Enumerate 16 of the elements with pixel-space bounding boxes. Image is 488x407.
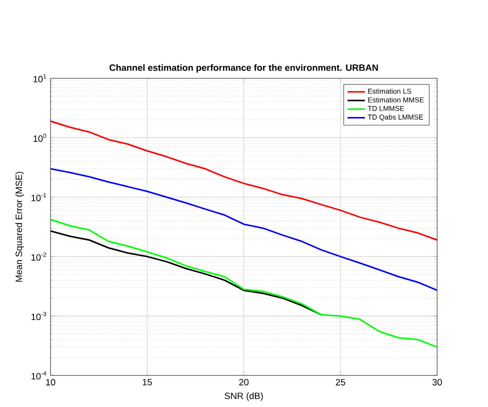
chart-title: Channel estimation performance for the environment. URBAN <box>110 64 378 73</box>
y-tick-label: 10$^{0}$ <box>34 134 46 142</box>
line-series <box>50 218 438 348</box>
x-tick-label: 25 <box>336 378 346 386</box>
line-series <box>50 120 438 241</box>
y-tick-label: 10$^{1}$ <box>34 74 46 82</box>
y-tick-label: 10$^{-4}$ <box>32 371 46 380</box>
y-tick-label: 10$^{-1}$ <box>32 192 46 202</box>
x-tick-label: 20 <box>239 378 249 386</box>
x-tick-label: 10 <box>46 378 56 386</box>
x-tick-label: 15 <box>142 378 152 386</box>
x-axis-title: SNR (dB) <box>224 392 263 401</box>
y-tick-label: 10$^{-3}$ <box>32 312 46 320</box>
y-tick-label: 10$^{-2}$ <box>32 252 46 261</box>
y-axis-title: Mean Squared Error (MSE) <box>15 172 24 282</box>
x-tick-label: 30 <box>432 378 442 386</box>
